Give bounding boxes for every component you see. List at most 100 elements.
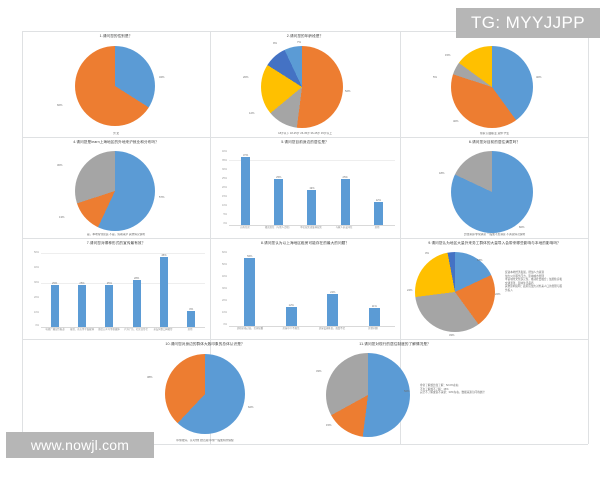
y-tick-label: 10% xyxy=(33,311,39,314)
chart-title: 2.请问您的年龄段是？ xyxy=(286,34,324,38)
chart-title: 7.请问您对哪种形式的宣传最有效？ xyxy=(86,241,146,245)
bar[interactable] xyxy=(187,311,196,327)
pie-value-label: 5% xyxy=(433,76,437,79)
pie-value-label: 38% xyxy=(147,376,153,379)
bar[interactable] xyxy=(285,307,297,326)
grid-line-h xyxy=(22,339,588,340)
y-tick-label: 25% xyxy=(221,177,227,180)
legend-item: 完全不了解或说不清楚：33%左右，数据来源为问卷统计 xyxy=(420,391,485,395)
bar[interactable] xyxy=(340,179,350,225)
chart-title: 8.请问您认为以上海地区租房可能存在的最大的问题？ xyxy=(260,241,350,245)
y-tick-label: 20% xyxy=(33,296,39,299)
pie-plot xyxy=(451,46,533,128)
grid-line-v xyxy=(588,31,589,444)
y-tick-label: 5% xyxy=(223,213,227,216)
chart-legend: 是，本地常住居民 不是，短期来沪 其他情况说明 xyxy=(87,232,145,236)
x-tick-label: 自有住房 xyxy=(240,226,250,229)
pie-value-label: 30% xyxy=(57,164,63,167)
bar-item[interactable]: 25% xyxy=(274,148,284,225)
bar-item[interactable]: 11% xyxy=(368,249,380,326)
chart-cell-11[interactable]: 11.请问您对现行的居住制度的了解情况是？ 52% 15% 33% 非常了解或比… xyxy=(300,340,490,443)
chart-title: 1.请问您的性别是？ xyxy=(99,34,133,38)
chart-title: 5.请问您目前身边的居住是？ xyxy=(281,140,329,144)
chart-cell-1[interactable]: 1.请问您的性别是？ 34% 66% 男 女 xyxy=(23,32,209,136)
chart-title: 4.请问您是learn上海地区的外地来沪就业和分布吗？ xyxy=(73,140,159,144)
chart-legend: 比较满意/非常满意 一般或不太满意 不满意情况说明 xyxy=(463,232,526,236)
pie-slices xyxy=(165,354,245,434)
pie-value-label: 40% xyxy=(453,120,459,123)
bar[interactable] xyxy=(105,285,114,327)
pie-value-label: 57% xyxy=(159,196,165,199)
bar-value-label: 25% xyxy=(79,281,85,285)
pie-value-label: 18% xyxy=(477,259,483,262)
bar[interactable] xyxy=(244,258,256,326)
bar-value-label: 25% xyxy=(342,175,348,179)
y-tick-label: 20% xyxy=(221,299,227,302)
grid-row xyxy=(41,253,205,254)
chart-cell-7[interactable]: 7.请问您对哪种形式的宣传最有效？ 50% 40% 30% 20% 10% 0%… xyxy=(23,239,209,338)
bar-value-label: 22% xyxy=(330,290,336,294)
pie-value-label: 66% xyxy=(57,104,63,107)
chart-cell-3[interactable]: 3.请问您的工作情况是？ 40% 40% 5% 15% 在职 自由职业 退休 学… xyxy=(401,32,588,136)
bar[interactable] xyxy=(132,280,141,327)
grid-line-h xyxy=(22,444,588,445)
x-axis xyxy=(41,327,205,328)
y-tick-label: 30% xyxy=(221,168,227,171)
bar[interactable] xyxy=(241,157,251,225)
bar-plot: 60% 50% 40% 30% 20% 10% 0% 56% 12% 22% xyxy=(211,239,399,338)
bar-item[interactable]: 25% xyxy=(105,251,114,327)
chart-cell-8[interactable]: 8.请问您认为以上海地区租房可能存在的最大的问题？ 60% 50% 40% 30… xyxy=(211,239,399,338)
bar-value-label: 12% xyxy=(375,198,381,202)
x-tick-label: 其他 xyxy=(374,226,380,229)
legend-item: 促进本地经济发展，增加人力资源 xyxy=(505,271,544,274)
x-tick-label: 电视广播宣传报道 xyxy=(45,328,65,331)
bar-item[interactable]: 56% xyxy=(244,249,256,326)
bar-value-label: 19% xyxy=(309,186,315,190)
bar-series: 56% 12% 22% 11% xyxy=(229,249,395,326)
y-tick-label: 15% xyxy=(221,195,227,198)
bar[interactable] xyxy=(373,202,383,225)
x-tick-label: 房屋中介不规范 xyxy=(282,327,300,330)
bar-item[interactable]: 37% xyxy=(241,148,251,225)
bar[interactable] xyxy=(274,179,284,225)
bar-item[interactable]: 22% xyxy=(327,249,339,326)
grid-line-v xyxy=(22,31,23,444)
pie-value-label: 22% xyxy=(495,293,501,296)
bar[interactable] xyxy=(307,190,317,225)
chart-cell-4[interactable]: 4.请问您是learn上海地区的外地来沪就业和分布吗？ 57% 13% 30% … xyxy=(23,138,209,237)
y-tick-label: 60% xyxy=(221,251,227,254)
pie-plot xyxy=(326,353,410,437)
chart-cell-10[interactable]: 10.请问您对身边的群体大致印象的总体认识是？ 62% 38% 印象较好，认可他… xyxy=(111,340,299,443)
bar-item[interactable]: 12% xyxy=(285,249,297,326)
chart-cell-6[interactable]: 6.请问您对目前的居住满意吗？ 82% 18% 比较满意/非常满意 一般或不太满… xyxy=(401,138,588,237)
bar-item[interactable]: 8% xyxy=(187,251,196,327)
chart-legend: 男 女 xyxy=(112,131,120,135)
legend-item: 务投入 xyxy=(505,288,513,292)
x-tick-label: 单位宿舍或集体宿舍 xyxy=(300,226,322,229)
bar-item[interactable]: 28% xyxy=(132,251,141,327)
pie-value-label: 82% xyxy=(519,226,525,229)
legend-item: 不太了解或不了解：15% xyxy=(420,387,449,391)
legend-item: 丰富城市文化多元性，推动社会融合；加剧住房和 xyxy=(505,278,563,282)
chart-cell-2[interactable]: 2.请问您的年龄段是？ 52% 20% 12% 9% 7% 18岁以下 18-2… xyxy=(211,32,399,136)
pie-value-label: 7% xyxy=(297,41,301,44)
bar-item[interactable]: 19% xyxy=(307,148,317,225)
y-tick-label: 0% xyxy=(223,323,227,326)
bar-item[interactable]: 25% xyxy=(77,251,86,327)
pie-plot xyxy=(451,151,533,233)
bar[interactable] xyxy=(368,308,380,326)
bar[interactable] xyxy=(327,294,339,326)
bar-item[interactable]: 25% xyxy=(340,148,350,225)
bar-item[interactable]: 12% xyxy=(373,148,383,225)
chart-legend: 促进本地经济发展，增加人力资源 加大公共服务压力，影响城市管理 丰富城市文化多元… xyxy=(505,271,585,293)
chart-cell-9[interactable]: 9.请问您认为地区大量外来务工群体的大量导入会带来哪些影响与本地的影响吗？ 18… xyxy=(401,239,588,338)
bar[interactable] xyxy=(77,285,86,327)
pie-value-label: 9% xyxy=(273,42,277,45)
bar[interactable] xyxy=(159,257,168,327)
bar-item[interactable]: 25% xyxy=(50,251,59,327)
x-tick-label: 租房居住（与他人合租） xyxy=(264,226,292,229)
chart-cell-5[interactable]: 5.请问您目前身边的居住是？ 40% 35% 30% 25% 20% 15% 1… xyxy=(211,138,399,237)
bar-item[interactable]: 45% xyxy=(159,251,168,327)
bar[interactable] xyxy=(50,285,59,327)
y-tick-label: 30% xyxy=(33,281,39,284)
